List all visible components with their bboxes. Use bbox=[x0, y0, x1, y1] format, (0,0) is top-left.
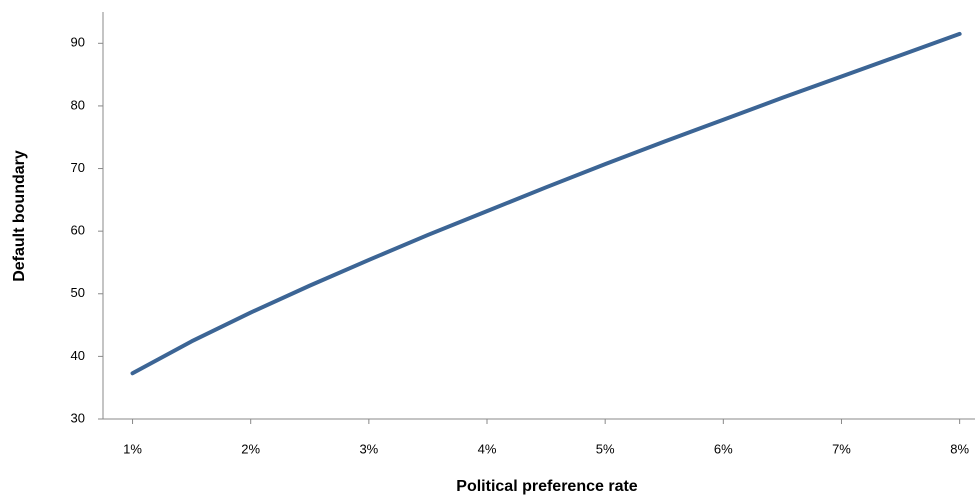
x-axis-title: Political preference rate bbox=[456, 478, 638, 495]
line-series bbox=[130, 31, 962, 376]
x-tick-label: 5% bbox=[596, 441, 615, 456]
x-tick-label: 8% bbox=[950, 441, 969, 456]
x-tick-label: 4% bbox=[478, 441, 497, 456]
y-tick-label: 50 bbox=[71, 285, 85, 300]
x-tick-label: 1% bbox=[123, 441, 142, 456]
y-tick-label: 80 bbox=[71, 97, 85, 112]
y-tick-label: 60 bbox=[71, 223, 85, 238]
y-tick-label: 90 bbox=[71, 35, 85, 50]
y-tick-label: 30 bbox=[71, 410, 85, 425]
x-tick-label: 7% bbox=[832, 441, 851, 456]
x-tick-label: 6% bbox=[714, 441, 733, 456]
x-tick-label: 2% bbox=[241, 441, 260, 456]
y-tick-label: 70 bbox=[71, 160, 85, 175]
y-axis-title: Default boundary bbox=[11, 150, 28, 282]
y-tick-label: 40 bbox=[71, 348, 85, 363]
x-tick-label: 3% bbox=[359, 441, 378, 456]
